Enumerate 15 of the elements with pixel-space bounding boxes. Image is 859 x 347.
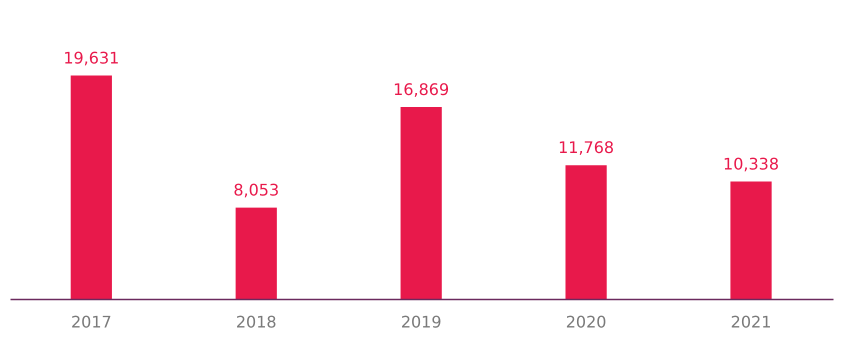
x-tick-label: 2019: [400, 312, 442, 332]
bar: [70, 76, 112, 300]
x-tick-label: 2017: [70, 312, 112, 332]
x-tick-label: 2021: [730, 312, 772, 332]
data-label: 19,631: [63, 48, 120, 68]
x-tick-label: 2020: [566, 312, 606, 332]
bar: [236, 208, 277, 300]
bar: [565, 165, 607, 300]
bar: [730, 182, 772, 300]
data-label: 8,053: [233, 180, 280, 200]
data-label: 10,338: [723, 154, 780, 174]
data-label: 11,768: [558, 138, 614, 158]
data-label: 16,869: [393, 80, 450, 100]
x-tick-label: 2018: [236, 312, 277, 332]
bar: [400, 107, 442, 300]
